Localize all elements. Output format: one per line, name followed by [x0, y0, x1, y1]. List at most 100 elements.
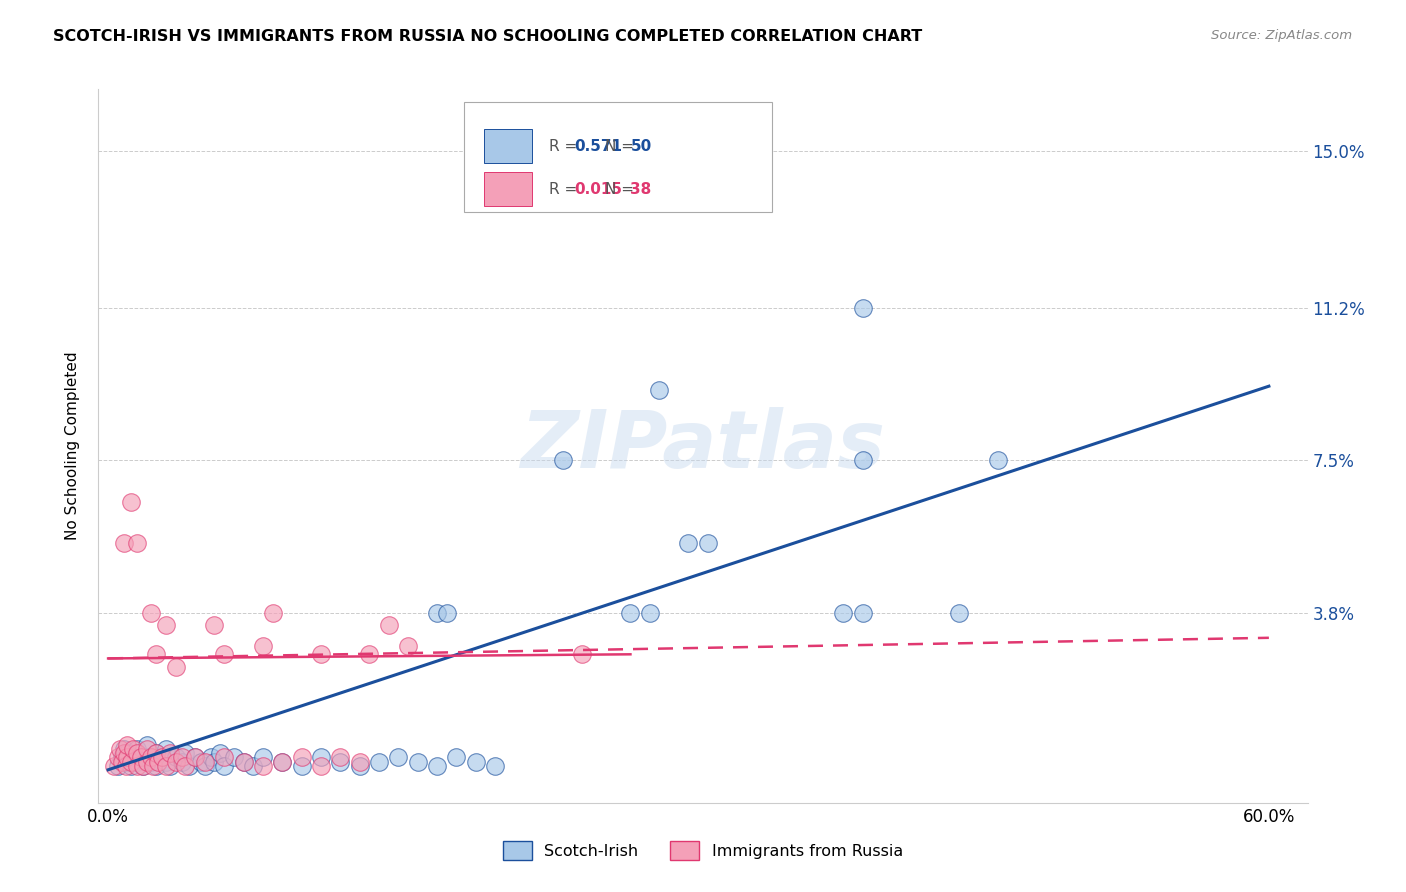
Point [271, 755, 294, 769]
Point [987, 453, 1010, 467]
Point [648, 384, 671, 398]
Text: R =: R = [548, 182, 582, 196]
Point [204, 755, 226, 769]
Point [484, 758, 506, 772]
Point [190, 755, 212, 769]
Text: N =: N = [605, 182, 638, 196]
Point [148, 755, 170, 769]
Point [117, 747, 139, 761]
Point [426, 758, 449, 772]
Point [108, 742, 131, 756]
Point [159, 758, 181, 772]
Point [145, 747, 167, 761]
Point [112, 747, 135, 761]
Point [184, 750, 207, 764]
Point [165, 750, 187, 764]
Text: N =: N = [605, 139, 638, 153]
Point [107, 758, 129, 772]
Point [426, 606, 449, 620]
Point [194, 755, 217, 769]
Point [696, 536, 718, 550]
Point [194, 758, 217, 772]
Point [127, 758, 149, 772]
Point [145, 758, 167, 772]
Point [139, 606, 162, 620]
Point [832, 606, 855, 620]
Point [212, 758, 235, 772]
Legend: Scotch-Irish, Immigrants from Russia: Scotch-Irish, Immigrants from Russia [496, 835, 910, 866]
Point [204, 618, 226, 632]
Point [155, 758, 177, 772]
Point [174, 747, 197, 761]
Point [309, 750, 332, 764]
Point [242, 758, 264, 772]
Point [262, 606, 284, 620]
Text: 0.571: 0.571 [575, 139, 623, 153]
Point [271, 755, 294, 769]
Point [200, 750, 222, 764]
Point [174, 758, 197, 772]
Point [232, 755, 254, 769]
Point [252, 639, 274, 653]
Point [309, 648, 332, 662]
Text: SCOTCH-IRISH VS IMMIGRANTS FROM RUSSIA NO SCHOOLING COMPLETED CORRELATION CHART: SCOTCH-IRISH VS IMMIGRANTS FROM RUSSIA N… [53, 29, 922, 44]
Point [117, 755, 139, 769]
Point [359, 648, 381, 662]
Point [135, 738, 157, 752]
Point [127, 742, 149, 756]
Point [165, 755, 187, 769]
Point [290, 750, 312, 764]
Point [329, 755, 352, 769]
Point [309, 758, 332, 772]
Point [139, 755, 162, 769]
Point [396, 639, 419, 653]
Point [638, 606, 661, 620]
Point [145, 648, 167, 662]
Text: 38: 38 [630, 182, 652, 196]
Point [135, 742, 157, 756]
Point [155, 618, 177, 632]
Y-axis label: No Schooling Completed: No Schooling Completed [65, 351, 80, 541]
Point [212, 648, 235, 662]
Point [122, 750, 145, 764]
Point [127, 536, 149, 550]
Text: Source: ZipAtlas.com: Source: ZipAtlas.com [1212, 29, 1353, 42]
Point [184, 750, 207, 764]
Point [135, 755, 157, 769]
Point [436, 606, 458, 620]
Point [179, 758, 201, 772]
Point [446, 750, 468, 764]
Point [252, 750, 274, 764]
Text: 0.015: 0.015 [575, 182, 623, 196]
Point [132, 758, 155, 772]
Point [120, 755, 142, 769]
Point [170, 750, 193, 764]
Point [523, 186, 546, 200]
Point [155, 755, 177, 769]
Text: 50: 50 [630, 139, 652, 153]
Point [103, 758, 125, 772]
Point [551, 453, 574, 467]
Point [349, 758, 371, 772]
Point [127, 747, 149, 761]
Point [107, 750, 129, 764]
Point [406, 755, 429, 769]
Point [464, 755, 486, 769]
Point [150, 750, 173, 764]
Point [368, 755, 391, 769]
Point [120, 758, 142, 772]
Text: ZIPatlas: ZIPatlas [520, 407, 886, 485]
Text: R =: R = [548, 139, 582, 153]
Point [112, 742, 135, 756]
Point [619, 606, 641, 620]
Point [120, 494, 142, 508]
Point [150, 750, 173, 764]
Point [165, 659, 187, 673]
Point [852, 453, 875, 467]
Point [387, 750, 409, 764]
Point [142, 758, 165, 772]
Point [111, 755, 134, 769]
Point [111, 750, 134, 764]
Point [139, 750, 162, 764]
Point [117, 738, 139, 752]
